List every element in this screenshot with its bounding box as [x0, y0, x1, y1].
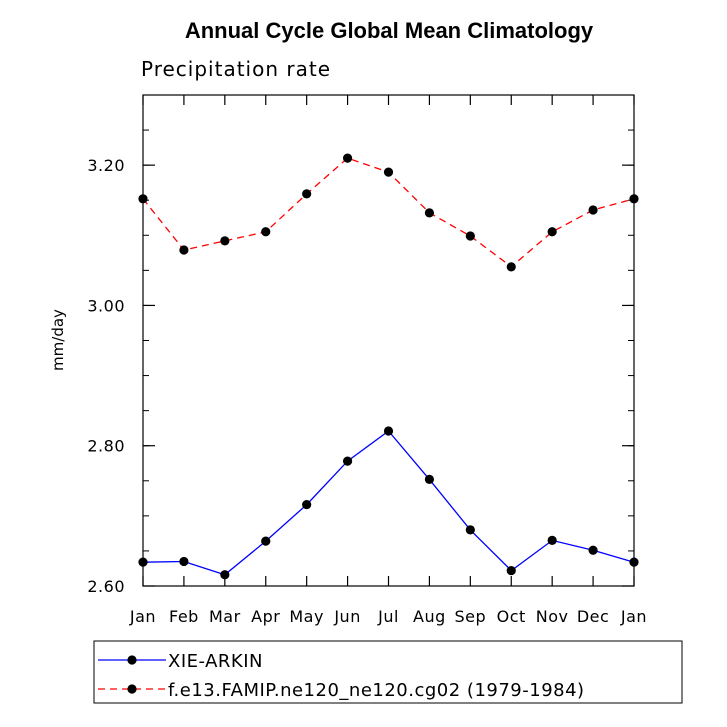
data-point — [342, 153, 353, 163]
y-tick-label: 3.20 — [87, 156, 125, 175]
legend-label-0: XIE-ARKIN — [168, 651, 263, 672]
data-point — [383, 426, 394, 436]
y-tick-label: 2.80 — [87, 437, 125, 456]
legend-label-1: f.e13.FAMIP.ne120_ne120.cg02 (1979-1984) — [168, 680, 585, 701]
plot-frame — [142, 94, 635, 587]
data-point — [342, 456, 353, 466]
data-point — [261, 536, 271, 546]
data-point — [302, 189, 312, 199]
data-point — [465, 525, 475, 535]
data-point — [179, 245, 189, 255]
data-point — [302, 500, 312, 510]
chart-subtitle: Precipitation rate — [141, 57, 331, 81]
legend: XIE-ARKIN f.e13.FAMIP.ne120_ne120.cg02 (1… — [93, 640, 683, 704]
y-tick-label: 2.60 — [87, 577, 125, 596]
x-tick-label: Jul — [377, 607, 399, 626]
x-tick-label: May — [289, 607, 324, 626]
x-tick-label: Mar — [209, 607, 241, 626]
x-tick-label: Sep — [455, 607, 487, 626]
y-axis-ticks: 2.60 2.80 3.00 3.20 — [87, 156, 634, 596]
data-point — [424, 474, 435, 484]
data-point — [261, 227, 271, 237]
x-axis-ticks: Jan Feb Mar Apr May Jun Jul Aug Sep Oct Nov Dec Jan — [129, 95, 647, 626]
x-tick-label: Apr — [251, 607, 280, 626]
chart-title: Annual Cycle Global Mean Climatology — [185, 18, 594, 43]
data-point — [547, 227, 557, 237]
x-tick-label: Dec — [577, 607, 609, 626]
data-point — [424, 208, 435, 218]
data-point — [465, 231, 475, 241]
data-point — [547, 535, 557, 546]
x-tick-label: Nov — [536, 607, 569, 626]
x-tick-label: Jun — [333, 607, 361, 626]
data-point — [179, 556, 189, 567]
data-point — [383, 167, 394, 177]
legend-marker-0 — [127, 655, 137, 665]
data-point — [506, 565, 516, 576]
data-point — [506, 262, 516, 272]
x-tick-label: Oct — [497, 607, 526, 626]
legend-marker-1 — [127, 684, 137, 694]
series-line-0 — [142, 430, 635, 576]
x-tick-label: Jan — [620, 607, 647, 626]
data-point — [588, 545, 598, 555]
data-point — [588, 205, 598, 215]
series-layer — [138, 153, 639, 580]
y-tick-label: 3.00 — [87, 296, 125, 315]
legend-box — [93, 640, 683, 704]
x-tick-label: Feb — [169, 607, 199, 626]
data-point — [220, 236, 230, 246]
x-tick-label: Aug — [413, 607, 446, 626]
x-tick-label: Jan — [129, 607, 156, 626]
data-point — [220, 570, 230, 580]
y-axis-label: mm/day — [49, 309, 67, 371]
